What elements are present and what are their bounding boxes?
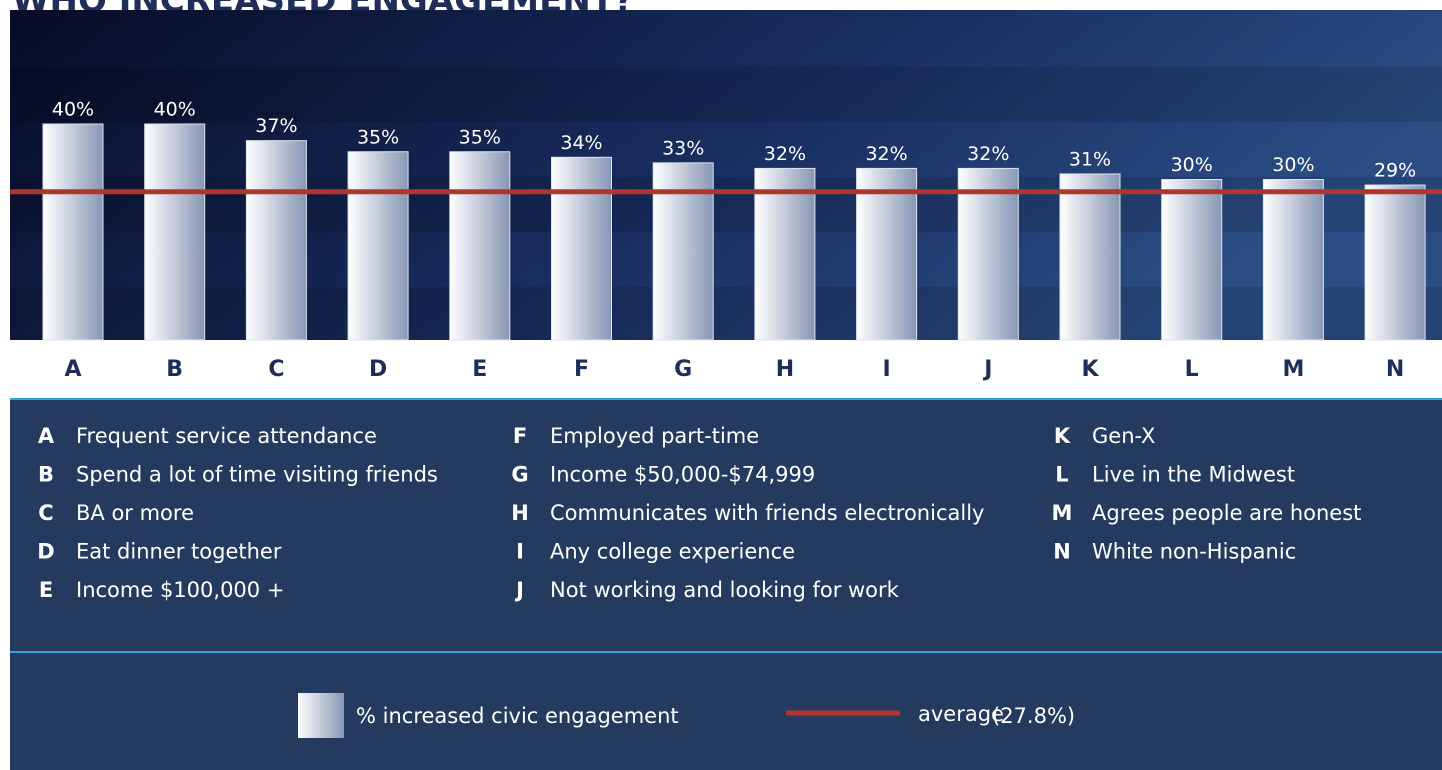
key-letter: G xyxy=(511,463,528,487)
x-tick-label: C xyxy=(268,357,284,382)
key-description: Income $50,000-$74,999 xyxy=(550,463,815,487)
key-description: Gen-X xyxy=(1092,424,1155,448)
x-tick-label: D xyxy=(369,357,387,382)
key-letter: N xyxy=(1053,540,1071,564)
key-description: White non-Hispanic xyxy=(1092,540,1296,564)
data-label: 32% xyxy=(865,143,907,165)
key-letter: H xyxy=(511,501,529,525)
x-tick-label: F xyxy=(574,357,589,382)
bar xyxy=(1059,173,1121,341)
key-description: BA or more xyxy=(76,501,194,525)
bar xyxy=(144,123,206,341)
key-letter: M xyxy=(1052,501,1073,525)
key-description: Agrees people are honest xyxy=(1092,501,1361,525)
x-tick-label: J xyxy=(982,357,992,382)
key-letter: E xyxy=(39,578,53,602)
legend-label: % increased civic engagement xyxy=(356,704,679,728)
stripe xyxy=(10,287,1442,340)
key-letter: I xyxy=(516,540,524,564)
key-letter: C xyxy=(38,501,53,525)
key-panel xyxy=(10,400,1442,770)
bar xyxy=(1364,184,1426,341)
x-tick-label: A xyxy=(64,357,81,382)
key-letter: L xyxy=(1055,463,1068,487)
x-tick-label: I xyxy=(883,357,891,382)
legend-label: (27.8%) xyxy=(992,704,1075,728)
key-letter: F xyxy=(513,424,527,448)
bar xyxy=(449,151,511,341)
x-tick-label: K xyxy=(1081,357,1099,382)
key-description: Not working and looking for work xyxy=(550,578,900,602)
data-label: 30% xyxy=(1272,154,1314,176)
key-description: Eat dinner together xyxy=(76,540,282,564)
key-description: Income $100,000 + xyxy=(76,578,284,602)
data-label: 40% xyxy=(154,99,196,121)
x-tick-label: L xyxy=(1185,357,1199,382)
bar xyxy=(754,167,816,341)
key-description: Spend a lot of time visiting friends xyxy=(76,463,438,487)
key-letter: B xyxy=(38,463,54,487)
key-letter: A xyxy=(38,424,55,448)
bar xyxy=(1161,179,1223,341)
stripe xyxy=(10,177,1442,232)
key-description: Communicates with friends electronically xyxy=(550,501,984,525)
x-tick-label: E xyxy=(472,357,487,382)
data-label: 32% xyxy=(967,143,1009,165)
bar xyxy=(551,156,612,341)
data-label: 32% xyxy=(764,143,806,165)
bar xyxy=(957,167,1019,341)
data-label: 35% xyxy=(459,126,501,148)
data-label: 34% xyxy=(560,132,602,154)
key-description: Frequent service attendance xyxy=(76,424,377,448)
data-label: 35% xyxy=(357,126,399,148)
data-label: 33% xyxy=(662,137,704,159)
bar xyxy=(856,167,918,341)
bar xyxy=(245,140,307,341)
legend-label: average xyxy=(918,702,1004,726)
x-tick-label: N xyxy=(1386,357,1404,382)
bar xyxy=(347,151,409,341)
key-letter: K xyxy=(1054,424,1071,448)
x-tick-label: H xyxy=(776,357,794,382)
bar xyxy=(1262,179,1324,341)
stripe xyxy=(10,67,1442,122)
key-description: Any college experience xyxy=(550,540,795,564)
key-description: Employed part-time xyxy=(550,424,759,448)
bar xyxy=(42,123,104,341)
data-label: 37% xyxy=(255,115,297,137)
x-tick-label: G xyxy=(674,357,692,382)
key-description: Live in the Midwest xyxy=(1092,463,1295,487)
data-label: 31% xyxy=(1069,148,1111,170)
data-label: 29% xyxy=(1374,160,1416,182)
x-tick-label: B xyxy=(166,357,183,382)
key-letter: D xyxy=(37,540,54,564)
data-label: 30% xyxy=(1171,154,1213,176)
x-tick-label: M xyxy=(1282,357,1304,382)
key-letter: J xyxy=(514,578,524,602)
data-label: 40% xyxy=(52,99,94,121)
legend-swatch xyxy=(298,693,344,738)
